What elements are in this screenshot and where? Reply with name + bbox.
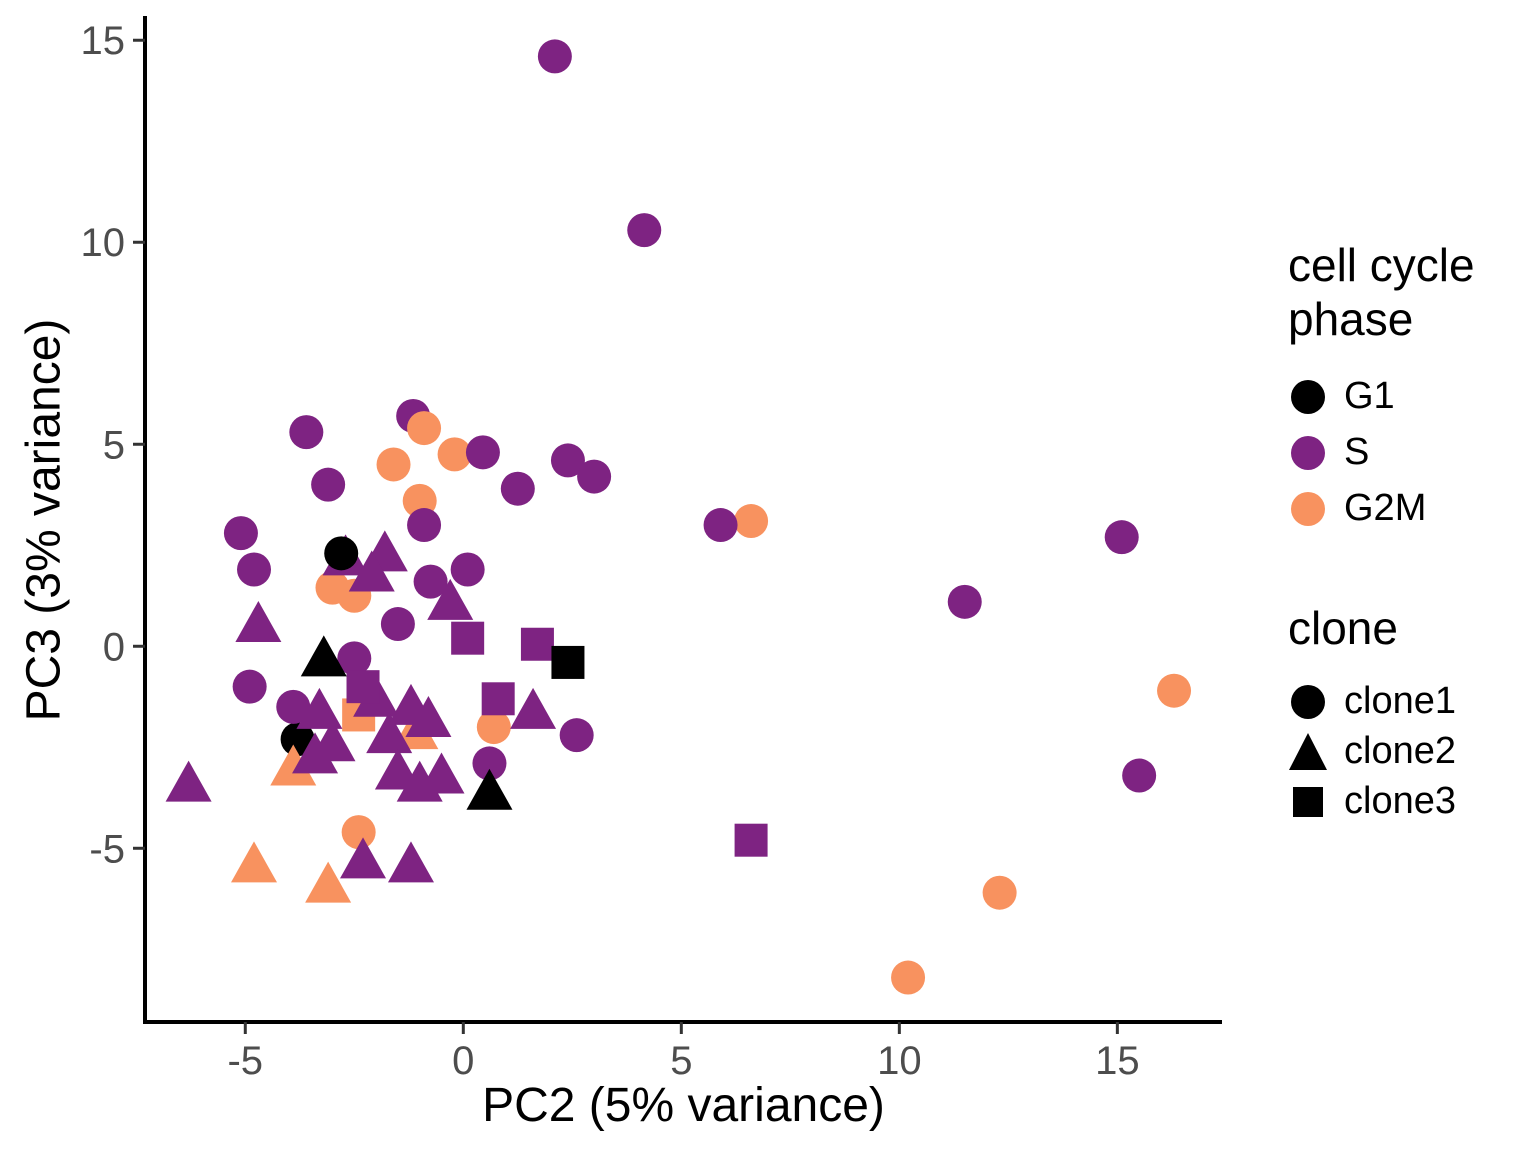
data-point-G2M-clone1 (1157, 673, 1192, 708)
data-point-S-clone1 (223, 516, 258, 551)
x-tick-label: -5 (227, 1039, 263, 1083)
phase-legend-label: G1 (1344, 375, 1395, 418)
clone-legend-label: clone3 (1344, 780, 1456, 823)
phase-legend-entry-G2M: G2M (1288, 481, 1536, 537)
data-point-G2M-clone1 (376, 447, 411, 482)
clone2-triangle-swatch-icon (1288, 732, 1328, 772)
phase-legend-label: G2M (1344, 487, 1427, 530)
data-point-S-clone1 (1122, 758, 1157, 793)
data-point-S-clone1 (537, 39, 572, 74)
G2M-circle-swatch-icon (1288, 489, 1328, 529)
y-tick-label: -5 (89, 827, 125, 871)
y-tick-label: 5 (103, 423, 125, 467)
legend-panel: cell cycle phase G1 S G2M clone clone1 clon… (1288, 238, 1536, 827)
data-point-G2M-clone1 (891, 960, 926, 995)
data-point-S-clone2 (292, 732, 339, 774)
data-point-G1-clone1 (280, 722, 315, 757)
data-point-S-clone2 (405, 695, 452, 737)
data-point-S-clone3 (346, 670, 380, 704)
data-point-S-clone1 (1104, 520, 1139, 555)
data-point-S-clone1 (232, 669, 267, 704)
phase-legend-entry-G1: G1 (1288, 369, 1536, 425)
y-axis-title: PC3 (3% variance) (17, 318, 71, 722)
phase-legend-label: S (1344, 431, 1370, 474)
x-tick-label: 5 (670, 1039, 692, 1083)
data-point-S-clone2 (387, 841, 434, 883)
data-point-G1-clone2 (466, 768, 513, 810)
data-point-G2M-clone2 (305, 861, 352, 903)
phase-legend-title-line2: phase (1288, 293, 1414, 346)
data-point-G2M-clone2 (231, 841, 278, 883)
data-point-G2M-clone1 (476, 710, 511, 745)
data-point-S-clone3 (451, 621, 485, 655)
clone-legend-entry-clone2: clone2 (1288, 727, 1536, 777)
data-point-S-clone1 (237, 552, 272, 587)
S-circle-swatch-icon (1288, 433, 1328, 473)
clone-legend-entry-clone3: clone3 (1288, 777, 1536, 827)
data-point-S-clone2 (366, 712, 413, 754)
x-tick-label: 15 (1095, 1039, 1140, 1083)
data-point-S-clone1 (289, 415, 324, 450)
data-point-S-clone1 (627, 213, 662, 248)
data-point-G2M-clone1 (982, 875, 1017, 910)
G1-circle-swatch-icon (1288, 377, 1328, 417)
data-point-S-clone2 (165, 760, 212, 802)
data-point-S-clone1 (407, 508, 442, 543)
data-point-G2M-clone1 (341, 815, 376, 850)
data-point-S-clone1 (550, 443, 585, 478)
data-point-S-clone1 (311, 467, 346, 502)
data-point-S-clone3 (734, 823, 768, 857)
data-point-G1-clone1 (324, 536, 359, 571)
data-point-S-clone1 (500, 471, 535, 506)
data-point-S-clone2 (340, 837, 387, 879)
data-point-S-clone1 (337, 641, 372, 676)
data-point-S-clone3 (481, 682, 515, 716)
clone-legend-entry-clone1: clone1 (1288, 677, 1536, 727)
data-point-G2M-clone2 (270, 744, 317, 786)
data-point-G2M-clone1 (734, 504, 769, 539)
clone-legend-title: clone (1288, 601, 1398, 654)
clone-legend-label: clone2 (1344, 730, 1456, 773)
data-point-S-clone2 (235, 601, 282, 643)
y-tick-label: 10 (81, 221, 126, 265)
phase-legend-entry-S: S (1288, 425, 1536, 481)
x-axis-title: PC2 (5% variance) (482, 1079, 885, 1132)
phase-legend-entries: G1 S G2M (1288, 369, 1536, 537)
data-point-S-clone2 (427, 578, 474, 620)
data-point-S-clone2 (348, 550, 395, 592)
data-point-S-clone1 (380, 607, 415, 642)
clone3-square-swatch-icon (1288, 782, 1328, 822)
data-point-S-clone1 (703, 508, 738, 543)
data-point-S-clone1 (472, 746, 507, 781)
phase-legend-title: cell cycle phase (1288, 238, 1536, 347)
y-tick-label: 0 (103, 625, 125, 669)
data-point-G2M-clone1 (437, 437, 472, 472)
data-point-S-clone1 (276, 689, 311, 724)
data-point-S-clone2 (510, 687, 557, 729)
data-point-S-clone1 (559, 718, 594, 753)
data-point-S-clone1 (450, 552, 485, 587)
data-point-G2M-clone1 (407, 411, 442, 446)
clone1-circle-swatch-icon (1288, 682, 1328, 722)
data-point-G1-clone2 (300, 635, 347, 677)
data-point-S-clone3 (520, 627, 554, 661)
data-point-S-clone1 (947, 584, 982, 619)
data-point-G1-clone3 (551, 645, 585, 679)
phase-legend-title-line1: cell cycle (1288, 239, 1475, 291)
y-tick-label: 15 (81, 19, 126, 63)
clone-legend-label: clone1 (1344, 680, 1456, 723)
x-tick-label: 0 (452, 1039, 474, 1083)
data-point-S-clone2 (296, 687, 343, 729)
data-point-S-clone2 (418, 752, 465, 794)
clone-legend-entries: clone1 clone2 clone3 (1288, 677, 1536, 827)
data-point-S-clone1 (577, 459, 612, 494)
data-point-S-clone1 (413, 564, 448, 599)
data-point-S-clone1 (465, 435, 500, 470)
x-tick-label: 10 (877, 1039, 922, 1083)
